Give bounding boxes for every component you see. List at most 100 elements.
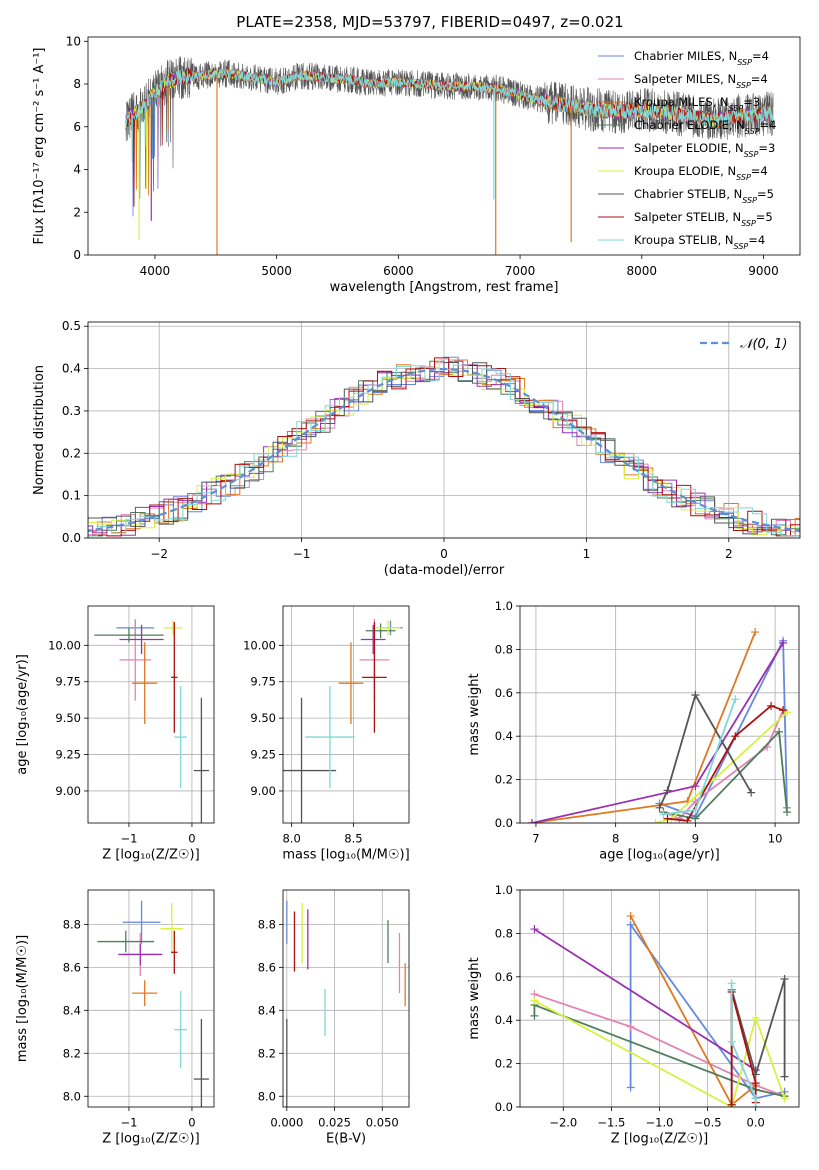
plus-marker <box>751 1103 760 1107</box>
y-tick-label: 9.25 <box>250 748 276 762</box>
x-tick-label: 7000 <box>505 264 536 278</box>
legend-sub: SSP <box>741 219 756 228</box>
plus-marker <box>780 974 789 983</box>
x-tick-label: 8000 <box>627 264 658 278</box>
weight-line <box>667 704 784 822</box>
x-tick-label: 2 <box>725 547 733 561</box>
data-point <box>171 930 178 974</box>
y-tick-label: 10.00 <box>48 638 81 652</box>
plus-marker <box>691 814 700 823</box>
data-point <box>118 943 163 966</box>
y-tick-label: 8.8 <box>63 917 81 931</box>
x-axis-label: (data-model)/error <box>384 563 505 578</box>
figure-title: PLATE=2358, MJD=53797, FIBERID=0497, z=0… <box>236 13 623 31</box>
spectrum-line <box>125 56 774 169</box>
plus-marker <box>626 1022 635 1031</box>
y-tick-label: 0.1 <box>62 489 81 503</box>
y-tick-label: 10.00 <box>243 638 276 652</box>
plus-marker <box>731 695 740 704</box>
weight-line <box>534 993 785 1098</box>
y-tick-label: 8.4 <box>258 1003 276 1017</box>
x-tick-label: 7 <box>532 832 539 846</box>
data-point <box>94 627 164 643</box>
legend-label: Chabrier ELODIE, NSSP=4 <box>634 118 776 136</box>
plot-area <box>527 628 792 823</box>
spectrum-line <box>125 68 774 162</box>
x-tick-label: 8.5 <box>344 832 362 846</box>
plus-marker <box>727 1037 736 1046</box>
residual_hist-panel: −2 −1 0 1 2 0.0 0.1 0.2 0.3 0.4 0.5 (data-model)/er… <box>32 319 801 578</box>
x-tick-label: −1 <box>293 547 311 561</box>
data-point <box>193 1018 209 1107</box>
plus-marker <box>527 819 536 823</box>
data-point <box>132 980 158 1007</box>
axes-border <box>282 605 410 824</box>
data-point <box>365 623 396 639</box>
legend-rest: =4 <box>760 118 777 132</box>
plus-marker <box>626 912 635 921</box>
x-tick-label: −0.5 <box>694 1116 722 1130</box>
x-tick-label: −2 <box>150 547 168 561</box>
data-point <box>122 900 161 944</box>
axes-frame: 0.000 0.025 0.050 8.0 8.2 8.4 8.6 8.8 E(B-V) <box>258 889 410 1147</box>
y-tick-label: 9.00 <box>55 784 81 798</box>
data-point <box>174 686 187 789</box>
plus-marker <box>751 1094 760 1103</box>
plot-area <box>125 56 774 255</box>
y-tick-label: 0.8 <box>495 926 513 940</box>
x-tick-label: 8 <box>612 832 619 846</box>
plus-marker <box>530 1011 539 1020</box>
axes-frame: −1 0 8.0 8.2 8.4 8.6 8.8 Z [log₁₀(Z/Z☉)] mass [l… <box>15 889 215 1147</box>
plus-marker <box>663 814 672 823</box>
plus-marker <box>751 628 760 637</box>
y-tick-label: 8.2 <box>63 1046 81 1060</box>
x-tick-label: 1 <box>583 547 591 561</box>
mass_vs_Z-panel: −1 0 8.0 8.2 8.4 8.6 8.8 Z [log₁₀(Z/Z☉)] mass [l… <box>15 889 215 1147</box>
axes-frame: −2 −1 0 1 2 0.0 0.1 0.2 0.3 0.4 0.5 (data-model)/er… <box>32 319 801 578</box>
age_vs_mass-panel: 8.0 8.5 9.00 9.25 9.50 9.75 10.00 mass [log₁₀(M… <box>243 605 410 863</box>
x-tick-label: 5000 <box>261 264 292 278</box>
x-tick-label: −1 <box>120 832 137 846</box>
legend-rest: =3 <box>743 95 760 109</box>
plot-area <box>283 619 403 823</box>
plus-marker <box>530 925 539 934</box>
axes-frame: 8.0 8.5 9.00 9.25 9.50 9.75 10.00 mass [log₁₀(M… <box>243 605 410 863</box>
y-tick-label: 0.4 <box>62 362 81 376</box>
spectrum-panel: 4000 5000 6000 7000 8000 9000 0 2 4 6 8 10 wavelengt… <box>32 34 801 295</box>
plot-area <box>530 912 789 1107</box>
weight-line <box>533 999 786 1107</box>
weight-line <box>658 692 752 809</box>
x-tick-label: −2.0 <box>549 1116 577 1130</box>
y-tick-label: 8.6 <box>258 960 276 974</box>
legend-rest: =5 <box>757 187 774 201</box>
weight_vs_Z-panel: −2.0 −1.5 −1.0 −0.5 0.0 0.0 0.2 0.4 0.6 0.8 1.0 Z [… <box>467 883 800 1147</box>
y-tick-label: 9.25 <box>55 748 81 762</box>
y-tick-label: 0.3 <box>62 404 81 418</box>
histogram-step <box>88 362 800 537</box>
legend-label: Chabrier STELIB, NSSP=5 <box>634 187 774 205</box>
x-axis-label: Z [log₁₀(Z/Z☉)] <box>611 1132 708 1147</box>
plus-marker <box>783 808 792 817</box>
y-tick-label: 9.50 <box>55 711 81 725</box>
weight-line <box>531 642 784 823</box>
plus-marker <box>663 786 672 795</box>
weight_vs_age-panel: 7 8 9 10 0.0 0.2 0.4 0.6 0.8 1.0 age [log₁₀(age/yr… <box>467 599 800 863</box>
data-point <box>193 697 209 823</box>
legend-rest: =4 <box>751 72 768 86</box>
axes-frame: −2.0 −1.5 −1.0 −0.5 0.0 0.0 0.2 0.4 0.6 0.8 1.0 Z [… <box>467 883 800 1147</box>
plus-marker <box>767 701 776 710</box>
y-tick-label: 8.2 <box>258 1046 276 1060</box>
y-tick-label: 0.6 <box>495 970 513 984</box>
plot-area <box>286 900 406 1107</box>
plus-marker <box>683 816 692 823</box>
legend-sub: SSP <box>745 127 760 136</box>
x-tick-label: −1.0 <box>646 1116 674 1130</box>
y-axis-label: mass [log₁₀(M/M☉)] <box>15 935 30 1062</box>
legend-rest: =3 <box>758 141 775 155</box>
x-tick-label: 0.0 <box>747 1116 765 1130</box>
legend-sub: SSP <box>734 242 749 251</box>
weight-line <box>531 631 757 823</box>
legend-label: 𝒩(0, 1) <box>740 337 787 352</box>
histogram-step <box>88 362 800 537</box>
